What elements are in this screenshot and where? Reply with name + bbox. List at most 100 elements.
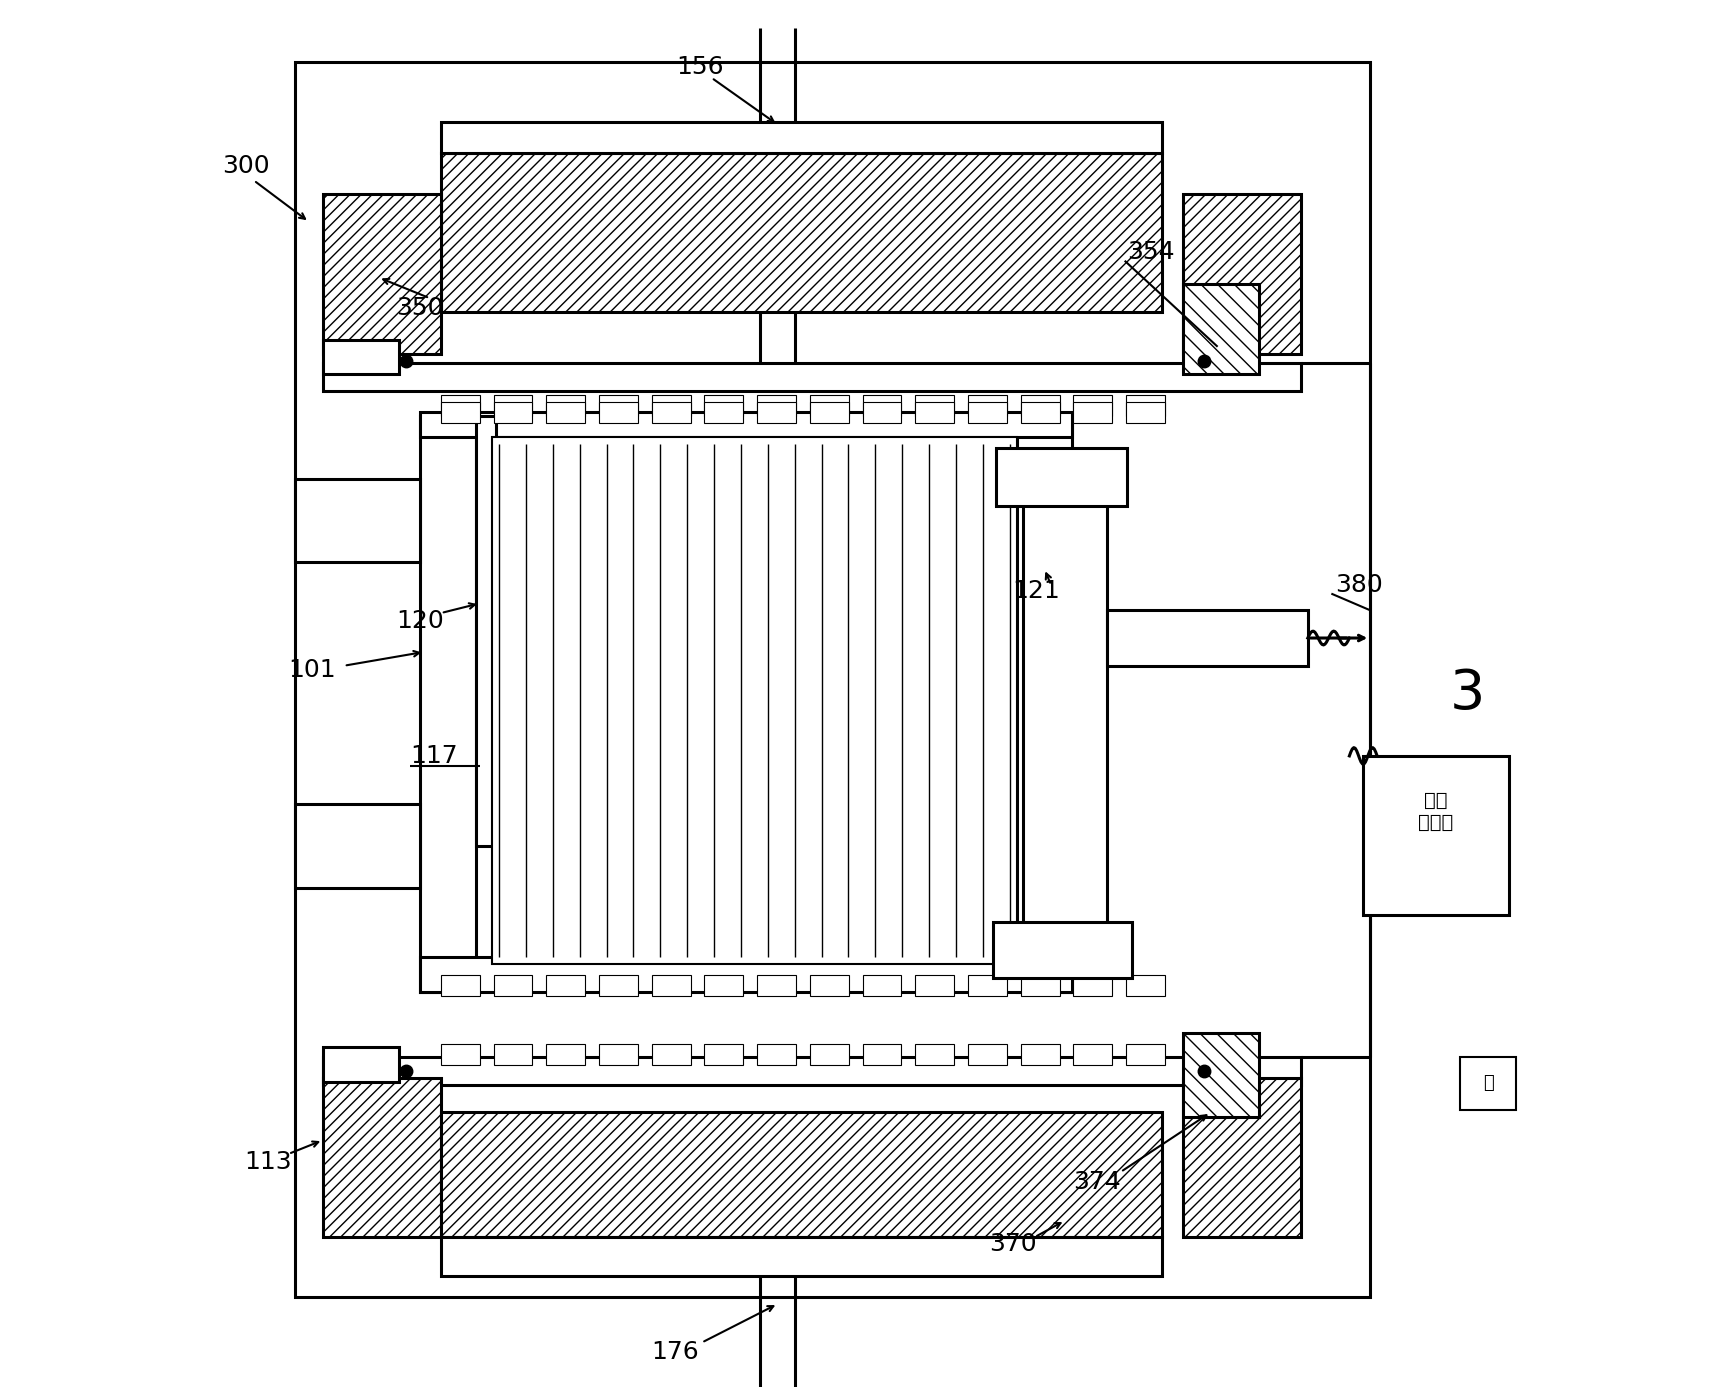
Bar <box>809 1044 848 1065</box>
Bar <box>322 363 1301 391</box>
Bar <box>704 402 744 423</box>
Text: 354: 354 <box>1128 240 1176 265</box>
Bar <box>651 402 691 423</box>
Bar <box>1183 1033 1260 1117</box>
Text: 121: 121 <box>1013 578 1059 603</box>
Bar <box>295 804 420 888</box>
Bar <box>1073 975 1112 996</box>
Text: 176: 176 <box>651 1340 699 1365</box>
Bar <box>968 395 1006 416</box>
Bar <box>598 402 638 423</box>
Bar <box>1020 395 1059 416</box>
Bar <box>809 395 848 416</box>
Bar <box>862 1044 902 1065</box>
Bar <box>492 437 1016 964</box>
Text: 120: 120 <box>396 609 444 634</box>
Bar <box>547 395 584 416</box>
Text: 300: 300 <box>221 154 269 179</box>
Text: 117: 117 <box>410 743 458 768</box>
Text: 3: 3 <box>1450 667 1484 720</box>
Bar <box>440 1112 1162 1237</box>
Bar <box>915 1044 955 1065</box>
Text: 156: 156 <box>677 54 725 79</box>
Bar <box>440 975 480 996</box>
Bar <box>758 402 795 423</box>
Bar <box>1020 975 1059 996</box>
Bar <box>1073 395 1112 416</box>
Bar <box>494 975 533 996</box>
Text: 370: 370 <box>989 1232 1037 1257</box>
Text: 374: 374 <box>1073 1169 1121 1194</box>
Bar <box>651 1044 691 1065</box>
Bar <box>915 402 955 423</box>
Bar <box>547 975 584 996</box>
Bar <box>968 975 1006 996</box>
Bar <box>494 402 533 423</box>
Bar <box>322 1078 440 1237</box>
Bar <box>547 402 584 423</box>
Bar <box>440 395 480 416</box>
Bar <box>1016 416 1071 992</box>
Bar <box>915 395 955 416</box>
Text: 113: 113 <box>243 1150 291 1175</box>
Bar <box>420 416 475 992</box>
Bar <box>704 975 744 996</box>
Bar <box>1126 402 1166 423</box>
Bar <box>322 340 399 374</box>
Bar <box>440 1237 1162 1276</box>
Text: 350: 350 <box>396 295 444 320</box>
Bar <box>996 448 1128 506</box>
Bar <box>494 1044 533 1065</box>
Bar <box>1183 194 1301 354</box>
Bar <box>704 395 744 416</box>
Bar <box>420 957 1071 992</box>
Bar <box>1183 1078 1301 1237</box>
Bar <box>651 975 691 996</box>
Text: 电源
供应器: 电源 供应器 <box>1417 791 1453 832</box>
Bar <box>992 922 1131 978</box>
Bar <box>598 395 638 416</box>
Bar <box>1126 975 1166 996</box>
Bar <box>1073 402 1112 423</box>
Bar <box>704 1044 744 1065</box>
Bar <box>547 1044 584 1065</box>
Bar <box>1126 1044 1166 1065</box>
Bar <box>651 395 691 416</box>
Bar <box>809 975 848 996</box>
Bar <box>758 975 795 996</box>
Bar <box>295 62 1369 1297</box>
Bar <box>1023 451 1107 957</box>
Bar <box>968 402 1006 423</box>
Bar <box>1460 1057 1515 1110</box>
Text: 101: 101 <box>288 657 336 682</box>
Bar <box>758 395 795 416</box>
Bar <box>1020 402 1059 423</box>
Bar <box>758 1044 795 1065</box>
Text: 图: 图 <box>1483 1075 1493 1092</box>
Bar <box>420 412 1071 437</box>
Bar <box>968 1044 1006 1065</box>
Bar <box>322 1057 1301 1085</box>
Bar <box>915 975 955 996</box>
Bar <box>494 395 533 416</box>
Bar <box>1183 284 1260 374</box>
Bar <box>440 153 1162 312</box>
Bar <box>322 194 440 354</box>
Bar <box>440 402 480 423</box>
Bar <box>475 416 497 846</box>
Bar <box>295 479 420 562</box>
Text: 380: 380 <box>1335 573 1383 598</box>
Bar <box>862 402 902 423</box>
Bar <box>1073 1044 1112 1065</box>
Bar <box>809 402 848 423</box>
Bar <box>322 1047 399 1082</box>
Bar <box>862 975 902 996</box>
Bar <box>862 395 902 416</box>
Bar <box>598 1044 638 1065</box>
Bar <box>440 1044 480 1065</box>
Bar <box>1363 756 1508 915</box>
Bar <box>598 975 638 996</box>
Bar <box>440 122 1162 153</box>
Bar <box>1020 1044 1059 1065</box>
Bar <box>1126 395 1166 416</box>
